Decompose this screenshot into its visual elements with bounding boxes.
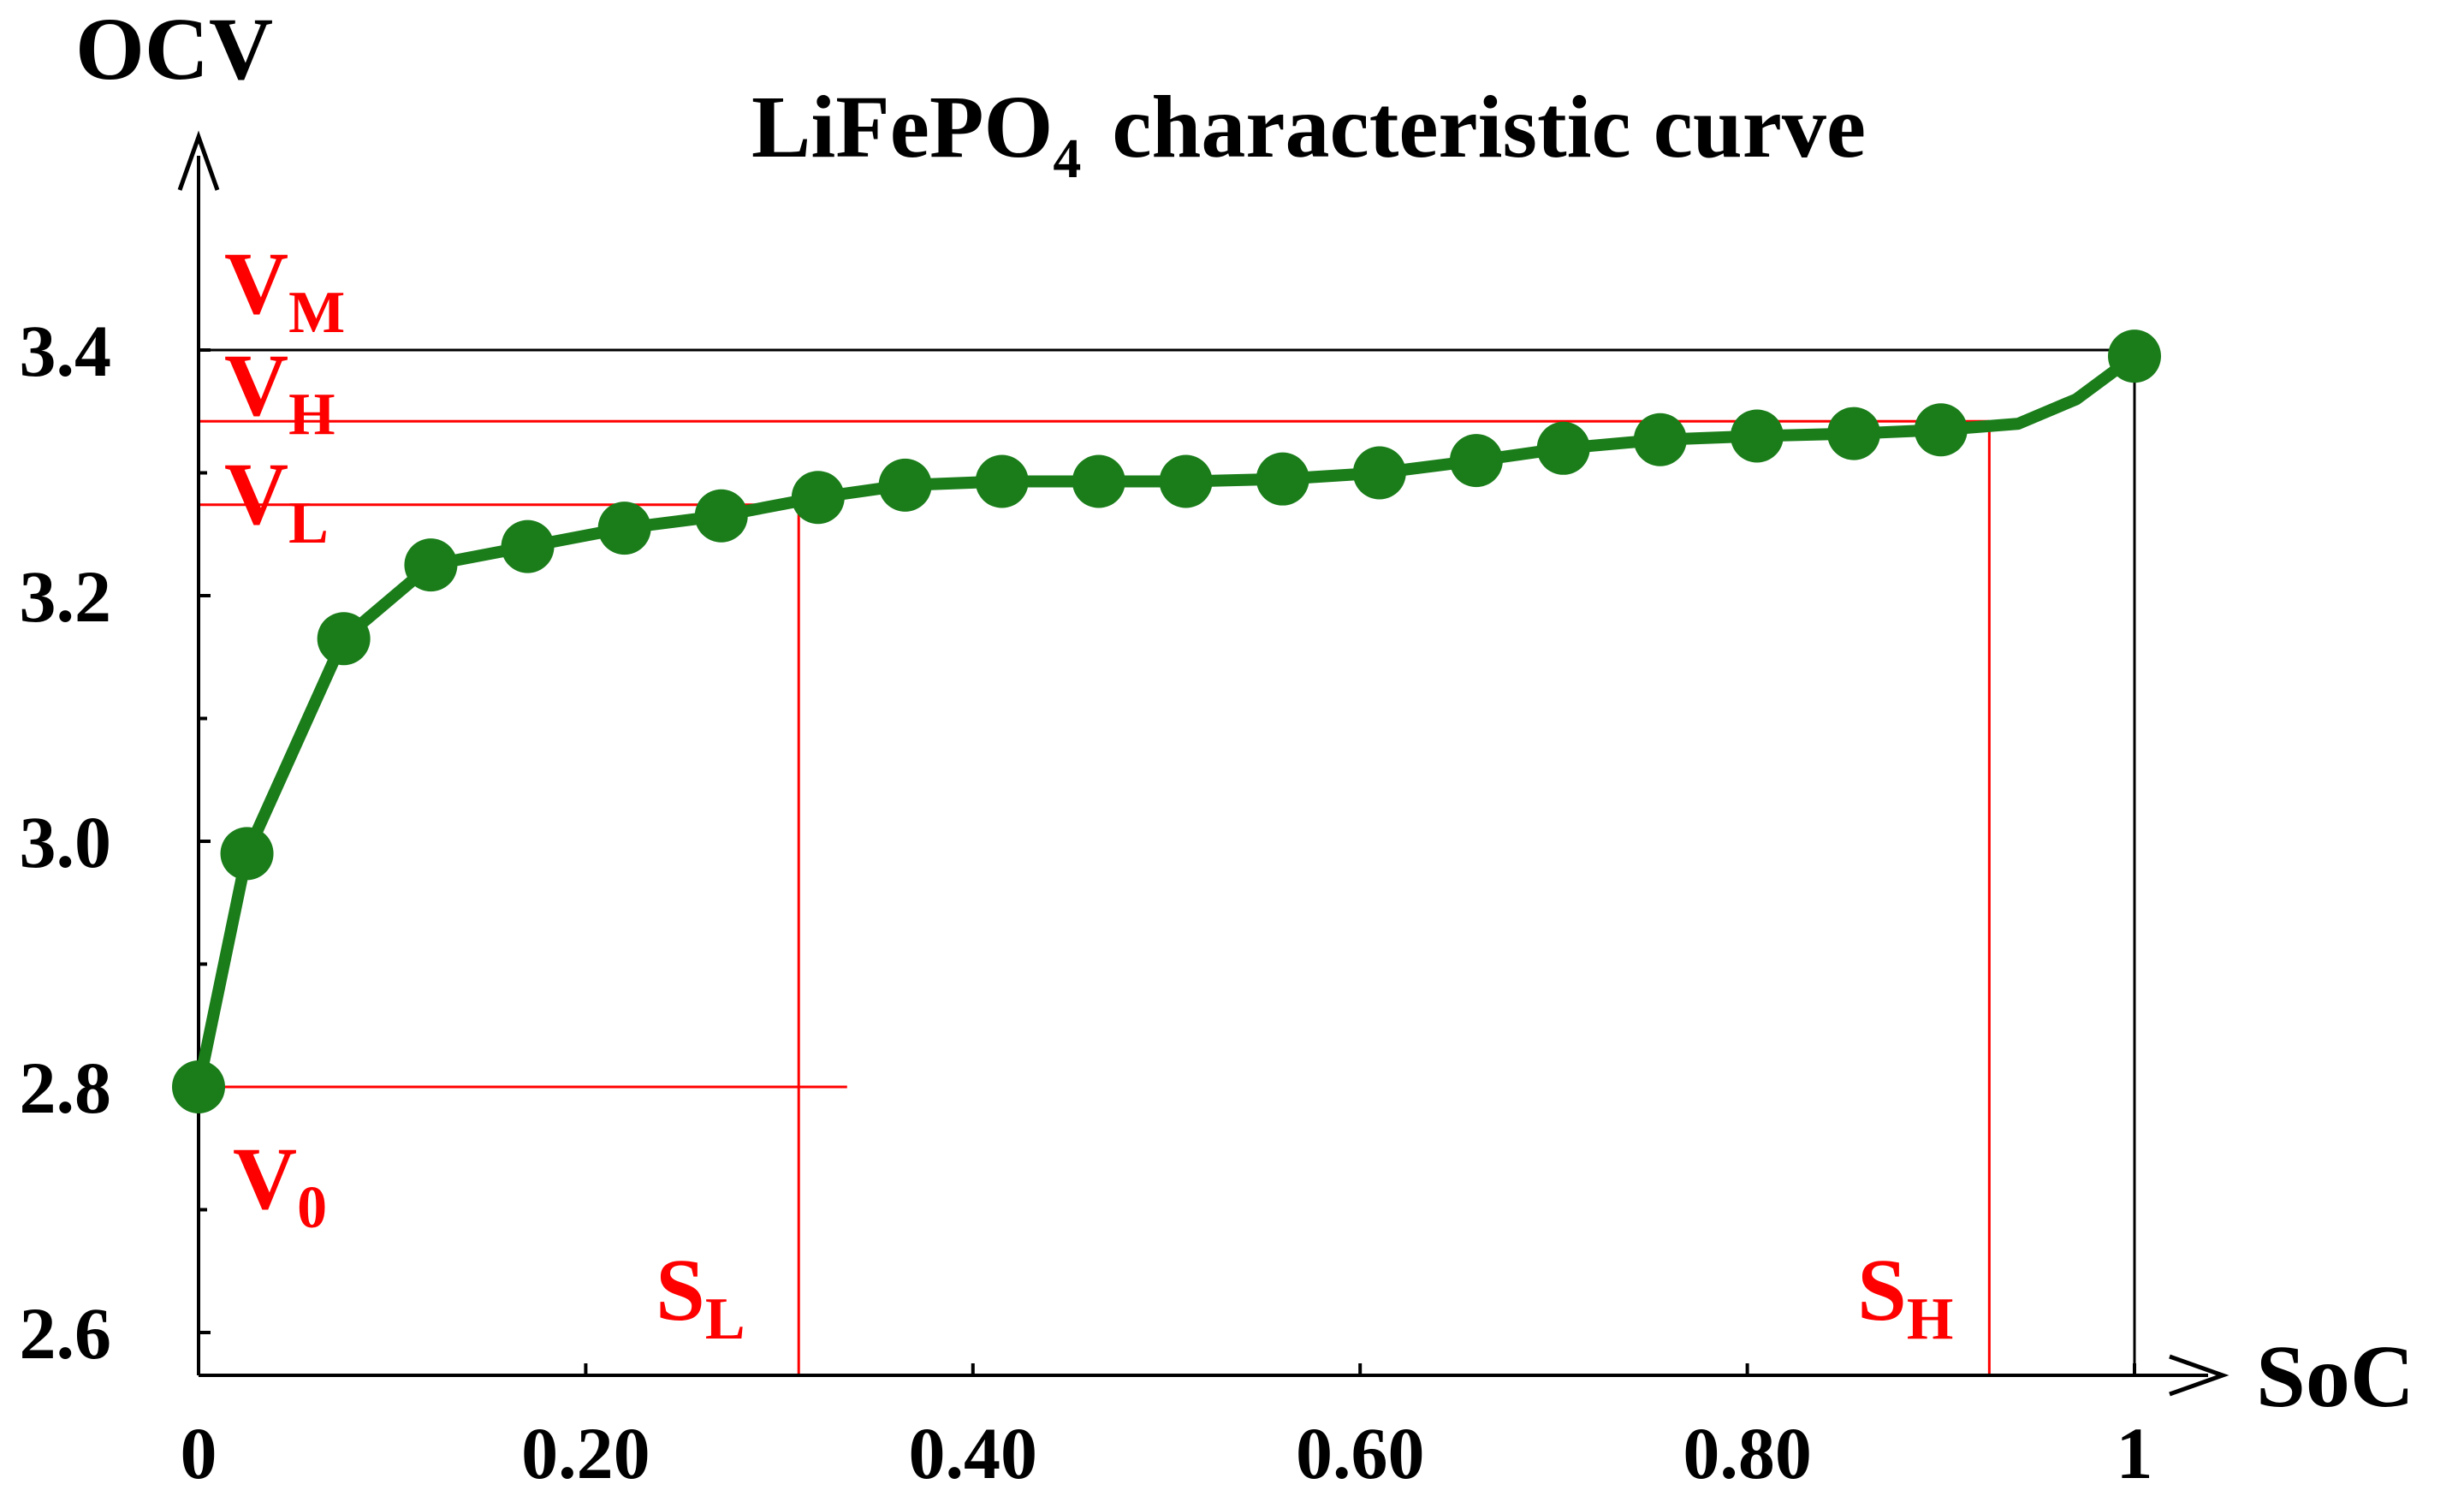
y-axis-label: OCV	[75, 0, 273, 98]
data-point	[1449, 434, 1503, 488]
y-tick-label: 3.2	[20, 555, 112, 638]
data-point	[172, 1060, 225, 1113]
x-tick-label: 0.60	[1296, 1412, 1425, 1490]
data-point	[1256, 452, 1309, 506]
x-tick-label: 0.40	[909, 1412, 1038, 1490]
y-tick-label: 2.8	[20, 1047, 112, 1129]
v-h-label: VH	[224, 336, 335, 448]
data-point	[2108, 329, 2161, 383]
data-point	[1072, 454, 1125, 508]
v-l-label: VL	[224, 445, 329, 556]
data-point	[317, 612, 371, 666]
y-tick-label: 3.4	[20, 310, 112, 392]
data-point	[1352, 446, 1406, 500]
data-point	[1536, 421, 1590, 475]
x-tick-label: 0.20	[521, 1412, 650, 1490]
x-tick-label: 0.80	[1683, 1412, 1812, 1490]
y-axis-arrow	[177, 130, 220, 191]
x-axis-arrow	[2169, 1354, 2229, 1397]
data-point	[1827, 407, 1881, 460]
data-point	[220, 827, 274, 881]
ticks: 0 0.20 0.40 0.60 0.80 1 2.6 2.8 3.0 3.2 3.4	[20, 310, 2153, 1490]
x-axis-label: SoC	[2256, 1327, 2414, 1426]
data-point	[1159, 454, 1213, 508]
chart-title-suffix: characteristic curve	[1112, 78, 1866, 176]
chart-title: LiFePO4 characteristic curve	[751, 78, 1866, 190]
chart-title-subscript: 4	[1053, 128, 1081, 190]
data-point	[791, 471, 845, 525]
s-l-label: SL	[656, 1241, 745, 1352]
data-point	[1730, 409, 1784, 463]
y-tick-label: 3.0	[20, 801, 112, 883]
data-point	[597, 502, 651, 555]
data-point	[404, 538, 458, 592]
v-0-label: V0	[233, 1130, 327, 1241]
y-tick-label: 2.6	[20, 1292, 112, 1374]
data-point	[1914, 403, 1968, 457]
data-series	[172, 329, 2161, 1113]
data-point	[694, 489, 748, 543]
x-tick-label: 0	[181, 1412, 217, 1490]
reference-lines	[199, 348, 2136, 1375]
data-point	[1633, 413, 1687, 466]
data-point	[975, 454, 1029, 508]
axes	[177, 130, 2229, 1397]
data-point	[501, 519, 555, 573]
chart-title-main: LiFePO	[751, 78, 1053, 176]
data-point	[878, 458, 932, 512]
v-m-label: VM	[224, 234, 345, 346]
x-tick-label: 1	[2117, 1412, 2153, 1490]
s-h-label: SH	[1857, 1241, 1953, 1352]
